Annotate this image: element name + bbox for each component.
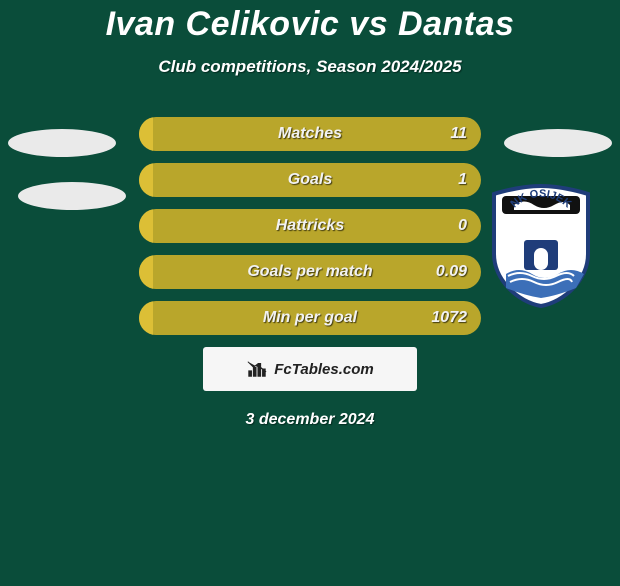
stat-label: Goals per match: [139, 255, 481, 289]
stat-label: Goals: [139, 163, 481, 197]
stats-table: Matches 11 Goals 1 Hattricks 0 Goals per…: [139, 117, 481, 335]
site-label: FcTables.com: [274, 361, 373, 378]
page-title: Ivan Celikovic vs Dantas: [0, 6, 620, 43]
stat-right-value: 0: [458, 209, 467, 243]
stat-row-matches: Matches 11: [139, 117, 481, 151]
stat-right-value: 1: [458, 163, 467, 197]
stat-row-min-per-goal: Min per goal 1072: [139, 301, 481, 335]
stat-row-hattricks: Hattricks 0: [139, 209, 481, 243]
stat-label: Matches: [139, 117, 481, 151]
bar-chart-icon: [246, 358, 268, 380]
stat-row-goals: Goals 1: [139, 163, 481, 197]
stat-label: Min per goal: [139, 301, 481, 335]
right-player-placeholder-1: [504, 129, 612, 157]
site-attribution[interactable]: FcTables.com: [203, 347, 417, 391]
club-badge-osijek: NK OSIJEK: [484, 184, 598, 308]
stat-right-value: 11: [450, 117, 467, 151]
stat-label: Hattricks: [139, 209, 481, 243]
page-subtitle: Club competitions, Season 2024/2025: [0, 57, 620, 77]
stat-right-value: 0.09: [436, 255, 467, 289]
left-player-placeholder-1: [8, 129, 116, 157]
left-player-placeholder-2: [18, 182, 126, 210]
stat-row-goals-per-match: Goals per match 0.09: [139, 255, 481, 289]
footer-date: 3 december 2024: [0, 411, 620, 429]
stat-right-value: 1072: [431, 301, 467, 335]
